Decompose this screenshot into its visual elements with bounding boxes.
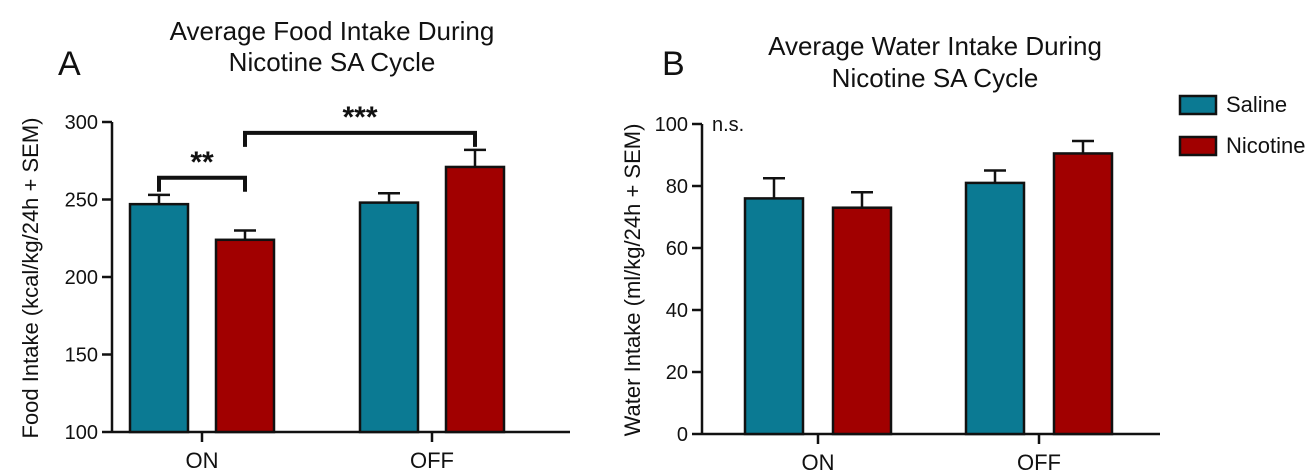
- panel-a-significance-bracket-2: [243, 130, 477, 147]
- panel-b-y-tick-label: 100: [655, 114, 688, 136]
- panel-b-y-axis-label: Water Intake (ml/kg/24h + SEM): [620, 124, 645, 437]
- legend-label-saline: Saline: [1226, 92, 1287, 117]
- legend-label-nicotine: Nicotine: [1226, 133, 1305, 158]
- panel-b-ns-annotation: n.s.: [712, 114, 744, 136]
- panel-b-y-tick-label: 0: [677, 424, 688, 446]
- panel-a-title-line-1: Average Food Intake During: [170, 16, 495, 46]
- panel-a-significance-label-2: ***: [342, 101, 377, 134]
- panel-b-bar-off-saline: [964, 181, 1026, 436]
- panel-a-y-tick-label: 250: [65, 190, 98, 212]
- panel-a-label: A: [58, 45, 81, 83]
- panel-b-bar-off-nicotine: [1052, 152, 1114, 436]
- panel-b-title-line-2: Nicotine SA Cycle: [832, 63, 1039, 93]
- panel-a-y-axis-label: Food Intake (kcal/kg/24h + SEM): [18, 118, 43, 439]
- panel-b-y-tick-label: 60: [666, 238, 688, 260]
- panel-a-title-line-2: Nicotine SA Cycle: [229, 47, 436, 77]
- panel-a-bar-off-nicotine: [444, 165, 506, 434]
- legend-swatch-nicotine: [1178, 135, 1218, 157]
- panel-a-x-tick-label: ON: [186, 448, 219, 473]
- panel-a-x-tick-label: OFF: [410, 448, 454, 473]
- panel-b-y-tick-label: 40: [666, 300, 688, 322]
- panel-a-bar-off-saline: [358, 201, 420, 434]
- panel-b-label: B: [662, 45, 685, 83]
- panel-b-title-line-1: Average Water Intake During: [768, 31, 1102, 61]
- panel-a-significance-bracket-1: [157, 175, 247, 192]
- panel-a-bar-on-nicotine: [214, 238, 276, 434]
- panel-b-x-tick-label: ON: [802, 450, 835, 475]
- panel-a-y-tick-label: 100: [65, 422, 98, 444]
- panel-a-y-tick-label: 150: [65, 345, 98, 367]
- panel-a-y-tick-label: 300: [65, 112, 98, 134]
- panel-b-bar-on-nicotine: [831, 206, 893, 436]
- panel-b-bar-on-saline: [743, 197, 805, 436]
- panel-b-plot: 0 20 40 60 80 100 ON OFF: [655, 114, 1160, 475]
- panel-b-y-tick-label: 20: [666, 362, 688, 384]
- panel-a-bar-on-saline: [128, 202, 190, 434]
- panel-a-y-tick-label: 200: [65, 267, 98, 289]
- panel-b-y-tick-label: 80: [666, 176, 688, 198]
- panel-b-x-tick-label: OFF: [1017, 450, 1061, 475]
- panel-a-significance-label-1: **: [190, 146, 214, 179]
- legend-swatch-saline: [1178, 94, 1218, 116]
- legend: Saline Nicotine: [1178, 92, 1305, 158]
